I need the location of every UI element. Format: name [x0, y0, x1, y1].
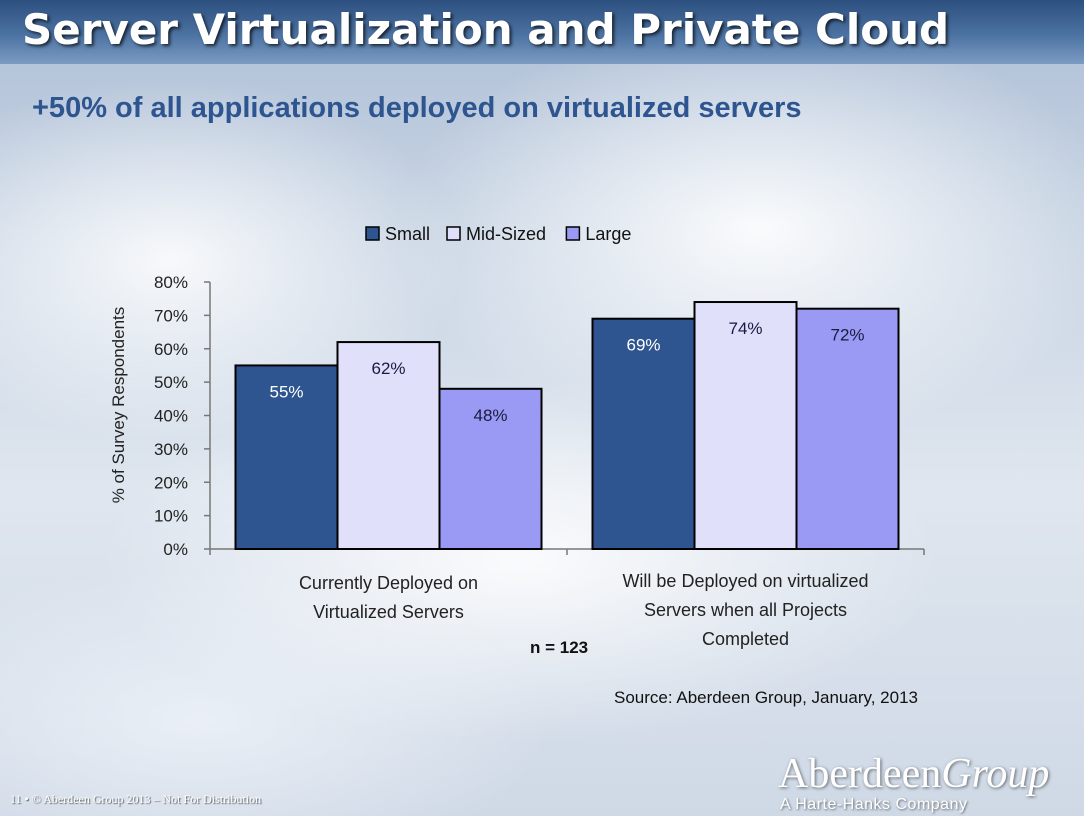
y-tick-label: 70% [154, 306, 188, 325]
bar-large [438, 387, 543, 550]
footer-copyright: 11 • © Aberdeen Group 2013 – Not For Dis… [10, 792, 262, 806]
x-category-label: Virtualized Servers [313, 602, 464, 622]
bar-data-label: 62% [371, 359, 405, 378]
legend-swatch [565, 226, 581, 241]
bar-small [234, 364, 339, 550]
logo-main-italic-text: Group [941, 751, 1050, 797]
source-label: Source: Aberdeen Group, January, 2013 [614, 688, 918, 707]
x-category-label: Currently Deployed on [299, 573, 478, 593]
slide-subtitle: +50% of all applications deployed on vir… [32, 92, 802, 124]
bar-data-label: 69% [626, 336, 660, 355]
y-tick-label: 10% [154, 507, 188, 526]
y-tick-label: 50% [154, 373, 188, 392]
x-category-label: Servers when all Projects [644, 600, 847, 620]
y-tick-label: 0% [163, 540, 188, 559]
sample-size-label: n = 123 [530, 638, 589, 657]
legend-swatch [365, 226, 380, 241]
y-tick-label: 30% [154, 440, 188, 459]
y-axis-title: % of Survey Respondents [109, 307, 128, 504]
y-tick-label: 60% [154, 340, 188, 359]
legend-swatch [446, 226, 461, 241]
bar-data-label: 55% [269, 382, 303, 401]
bar-mid-sized [693, 301, 798, 550]
legend-label: Mid-Sized [466, 224, 546, 244]
title-bar: Server Virtualization and Private Cloud [0, 0, 1084, 64]
legend-label: Large [585, 224, 631, 244]
slide-title: Server Virtualization and Private Cloud [22, 5, 950, 54]
logo-tagline: A Harte-Hanks Company [780, 796, 968, 813]
y-tick-label: 20% [154, 473, 188, 492]
bar-small [591, 317, 696, 550]
bar-data-label: 74% [728, 319, 762, 338]
bar-data-label: 72% [830, 326, 864, 345]
legend-label: Small [385, 224, 430, 244]
y-tick-label: 40% [154, 407, 188, 426]
x-category-label: Completed [702, 629, 789, 649]
bar-data-label: 48% [473, 406, 507, 425]
bar-mid-sized [336, 341, 441, 551]
aberdeen-logo: AberdeenGroup A Harte-Hanks Company [778, 752, 1078, 814]
y-tick-label: 80% [154, 273, 188, 292]
logo-wordmark: AberdeenGroup [778, 752, 1049, 796]
logo-main-text: Aberdeen [778, 751, 942, 797]
x-category-label: Will be Deployed on virtualized [622, 571, 868, 591]
bar-large [795, 307, 900, 551]
